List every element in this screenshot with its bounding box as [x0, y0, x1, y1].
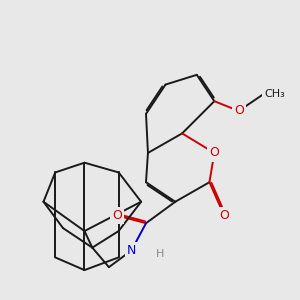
- Text: N: N: [127, 244, 136, 257]
- Text: H: H: [155, 250, 164, 260]
- Text: CH₃: CH₃: [265, 89, 285, 99]
- Text: O: O: [234, 104, 244, 117]
- Text: O: O: [209, 146, 219, 159]
- Text: O: O: [112, 209, 122, 222]
- Text: O: O: [219, 209, 229, 222]
